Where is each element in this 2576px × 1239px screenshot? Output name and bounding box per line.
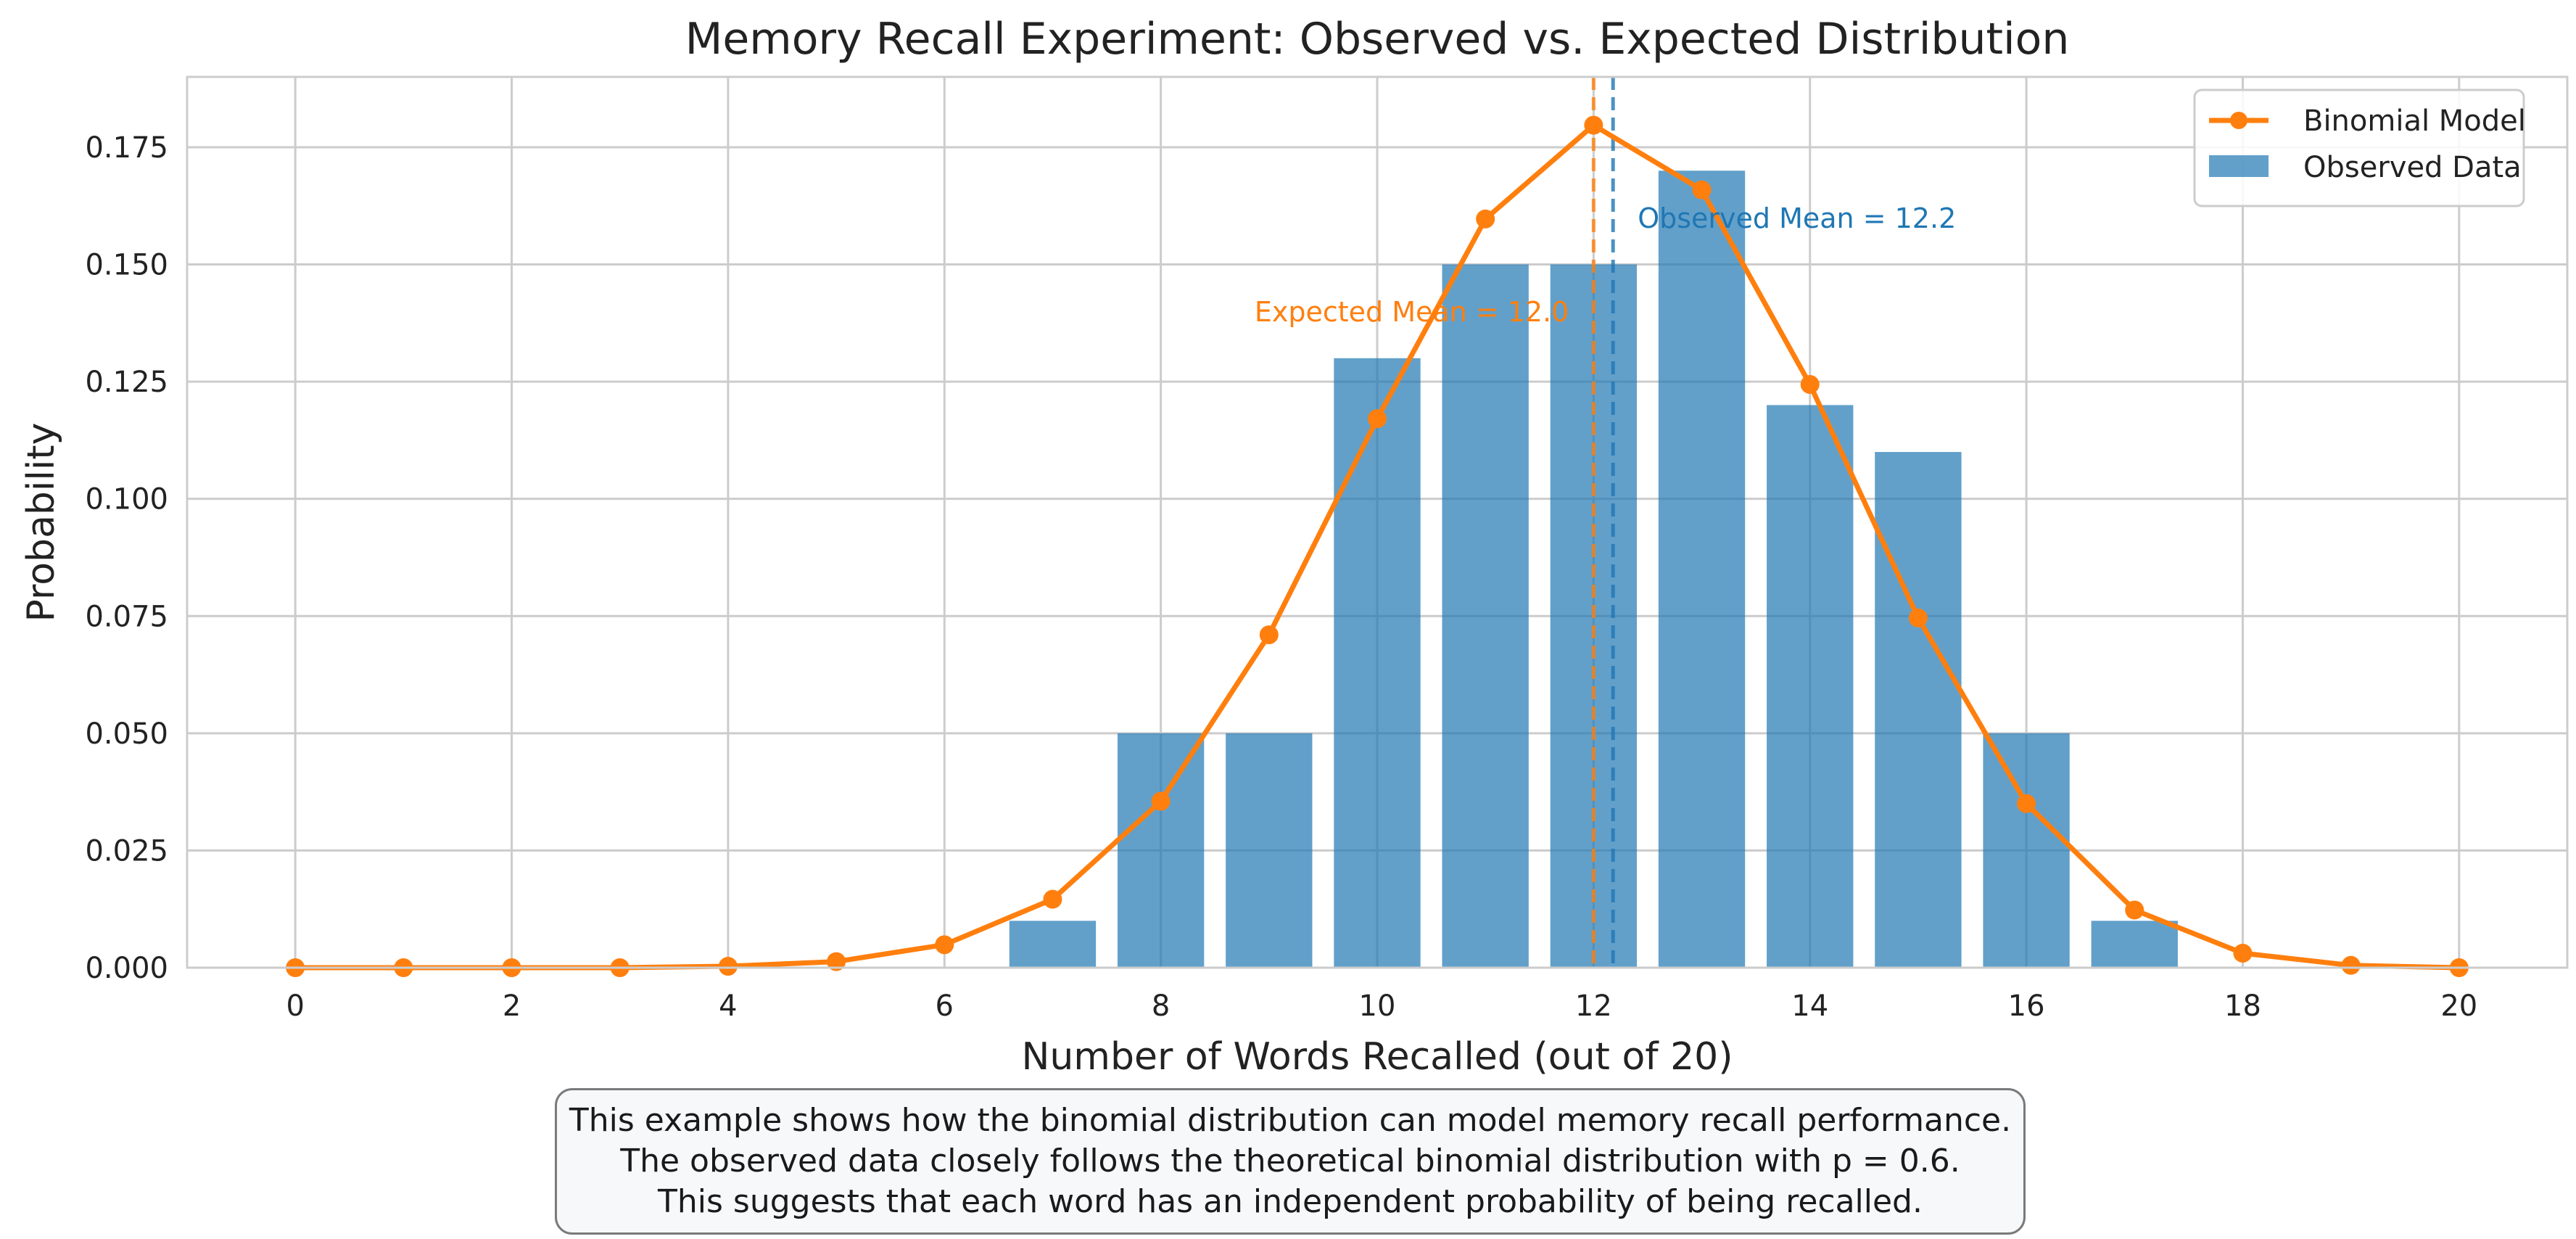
observed-bar bbox=[1767, 405, 1854, 968]
x-tick-label: 4 bbox=[719, 989, 737, 1023]
x-axis-label: Number of Words Recalled (out of 20) bbox=[1021, 1035, 1733, 1079]
caption-box: This example shows how the binomial dist… bbox=[555, 1088, 2026, 1235]
y-axis-label: Probability bbox=[20, 423, 63, 622]
x-tick-label: 16 bbox=[2008, 989, 2045, 1023]
binomial-point bbox=[1043, 889, 1062, 909]
caption-line-2: The observed data closely follows the th… bbox=[620, 1143, 1960, 1180]
binomial-point bbox=[1476, 209, 1495, 229]
legend-line-marker bbox=[2230, 112, 2247, 129]
x-tick-label: 18 bbox=[2224, 989, 2261, 1023]
binomial-point bbox=[718, 957, 738, 976]
y-tick-label: 0.050 bbox=[85, 717, 168, 751]
observed-bar bbox=[1442, 264, 1529, 968]
x-tick-label: 6 bbox=[936, 989, 954, 1023]
y-tick-label: 0.025 bbox=[85, 834, 168, 868]
observed-bar bbox=[1009, 921, 1097, 968]
observed-bar bbox=[1226, 733, 1313, 968]
x-tick-label: 12 bbox=[1575, 989, 1612, 1023]
expected-mean-label: Expected Mean = 12.0 bbox=[1255, 296, 1569, 328]
y-tick-label: 0.150 bbox=[85, 249, 168, 282]
caption-line-1: This example shows how the binomial dist… bbox=[569, 1102, 2012, 1139]
observed-bar bbox=[2091, 921, 2178, 968]
observed-bar bbox=[1117, 733, 1205, 968]
binomial-point bbox=[935, 935, 954, 955]
x-tick-label: 14 bbox=[1791, 989, 1828, 1023]
observed-bar bbox=[1334, 358, 1421, 968]
plot-frame bbox=[186, 75, 2569, 969]
binomial-point bbox=[1259, 625, 1279, 645]
x-tick-labels: 0 2 4 6 8 10 12 14 16 18 20 bbox=[286, 989, 2477, 1023]
legend: Binomial Model Observed Data bbox=[2193, 88, 2526, 207]
legend-frame bbox=[2193, 88, 2525, 207]
binomial-point bbox=[2341, 955, 2361, 975]
y-tick-labels: 0.000 0.025 0.050 0.075 0.100 0.125 0.150 0.175 bbox=[85, 131, 168, 985]
legend-label-binomial: Binomial Model bbox=[2303, 104, 2526, 138]
y-tick-label: 0.075 bbox=[85, 600, 168, 633]
observed-mean-label: Observed Mean = 12.2 bbox=[1638, 202, 1956, 234]
binomial-point bbox=[1908, 608, 1928, 627]
binomial-point bbox=[1151, 791, 1171, 811]
x-tick-label: 2 bbox=[503, 989, 521, 1023]
binomial-point bbox=[827, 952, 846, 971]
legend-bar-swatch bbox=[2209, 155, 2269, 177]
binomial-point bbox=[1692, 180, 1712, 199]
y-tick-label: 0.175 bbox=[85, 131, 168, 165]
mean-lines bbox=[1591, 77, 1615, 968]
binomial-point bbox=[1584, 115, 1603, 135]
x-tick-label: 20 bbox=[2440, 989, 2477, 1023]
legend-label-observed: Observed Data bbox=[2303, 151, 2522, 184]
binomial-point bbox=[2125, 900, 2144, 920]
x-tick-label: 8 bbox=[1152, 989, 1170, 1023]
binomial-point bbox=[1368, 409, 1387, 429]
y-tick-label: 0.000 bbox=[85, 952, 168, 985]
x-tick-label: 0 bbox=[286, 989, 304, 1023]
binomial-point bbox=[2233, 943, 2253, 963]
y-tick-label: 0.125 bbox=[85, 366, 168, 399]
observed-bar bbox=[1875, 452, 1962, 968]
binomial-point bbox=[2017, 794, 2036, 813]
caption-line-3: This suggests that each word has an inde… bbox=[658, 1183, 1923, 1220]
x-tick-label: 10 bbox=[1359, 989, 1396, 1023]
chart-title: Memory Recall Experiment: Observed vs. E… bbox=[685, 14, 2070, 65]
binomial-point bbox=[1800, 374, 1820, 394]
y-tick-label: 0.100 bbox=[85, 483, 168, 516]
observed-bar bbox=[1983, 733, 2070, 968]
observed-bar bbox=[1658, 170, 1746, 968]
annotations: Expected Mean = 12.0 Observed Mean = 12.2 bbox=[1255, 202, 1956, 328]
